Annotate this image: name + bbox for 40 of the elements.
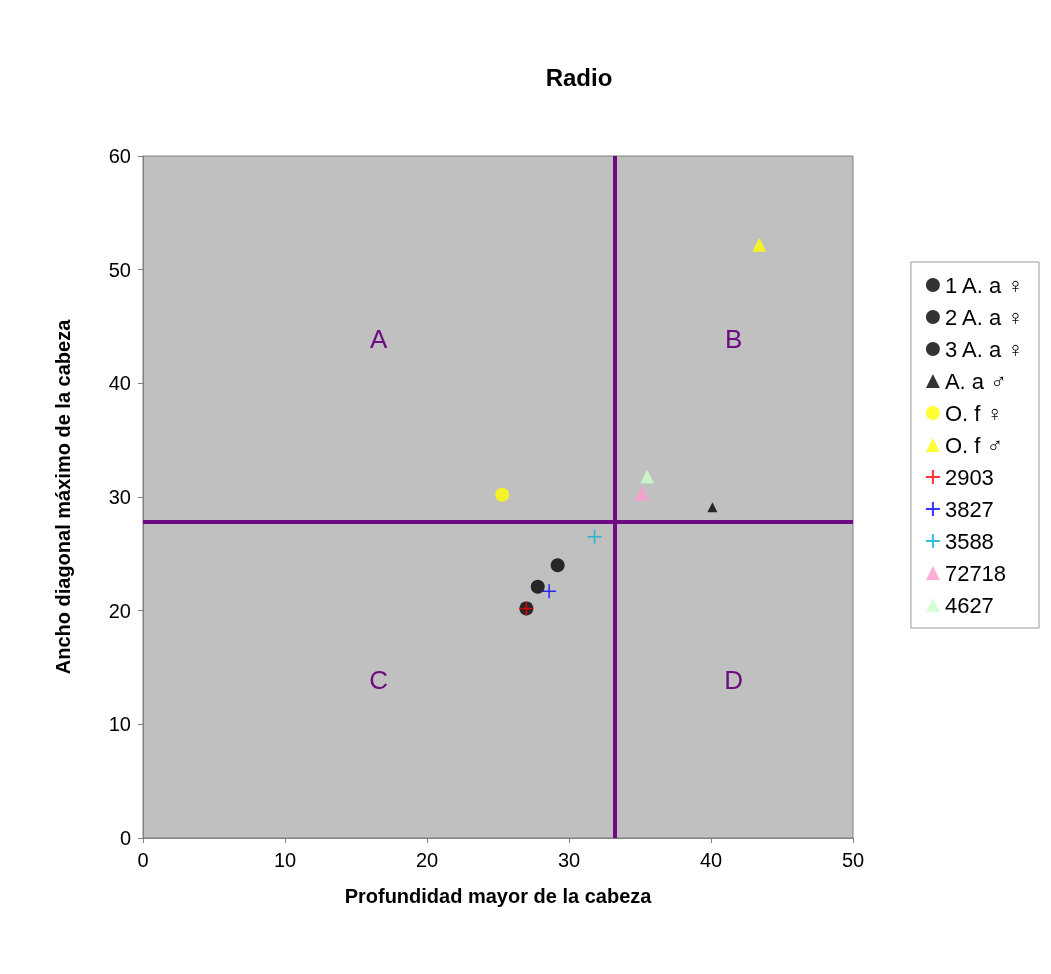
point — [634, 486, 649, 501]
annotation: A — [370, 324, 389, 354]
legend-label: 3 A. a ♀ — [944, 336, 1024, 362]
x-tick-label: 0 — [137, 849, 149, 871]
x-tick-label: 20 — [415, 849, 439, 871]
legend-label: 4627 — [944, 592, 994, 618]
legend-label: 2903 — [944, 464, 994, 490]
legend-label: O. f ♂ — [944, 432, 1003, 458]
y-tick-label: 0 — [119, 827, 131, 849]
point — [550, 558, 565, 573]
point — [541, 583, 557, 600]
y-tick-label: 20 — [108, 599, 131, 622]
y-tick-label: 10 — [108, 713, 131, 736]
x-tick-label: 10 — [273, 849, 297, 871]
legend-label: 72718 — [944, 560, 1007, 586]
y-axis-title: Ancho diagonal máximo de la cabeza — [52, 318, 74, 675]
point — [586, 529, 603, 545]
point — [530, 579, 545, 594]
y-tick-label: 30 — [108, 486, 131, 508]
x-tick-label: 30 — [557, 849, 581, 871]
x-tick-label: 50 — [841, 849, 865, 871]
point — [707, 502, 718, 513]
y-tick-label: 40 — [108, 372, 131, 395]
legend-label: 1 A. a ♀ — [944, 272, 1024, 298]
point — [640, 469, 655, 484]
legend-label: 3588 — [944, 528, 994, 554]
x-tick-label: 40 — [699, 849, 723, 871]
point — [752, 237, 767, 252]
annotation: C — [369, 665, 389, 695]
y-tick-label: 60 — [108, 145, 131, 167]
legend-label: O. f ♀ — [944, 400, 1003, 426]
annotation: B — [725, 324, 743, 354]
x-axis-title: Profundidad mayor de la cabeza — [344, 885, 653, 907]
annotation: D — [724, 665, 744, 695]
legend-label: A. a ♂ — [944, 368, 1007, 394]
legend-label: 3827 — [944, 496, 994, 522]
chart-title: Radio — [545, 63, 613, 91]
point — [495, 487, 510, 502]
legend-label: 2 A. a ♀ — [944, 304, 1024, 330]
y-tick-label: 50 — [108, 258, 131, 281]
